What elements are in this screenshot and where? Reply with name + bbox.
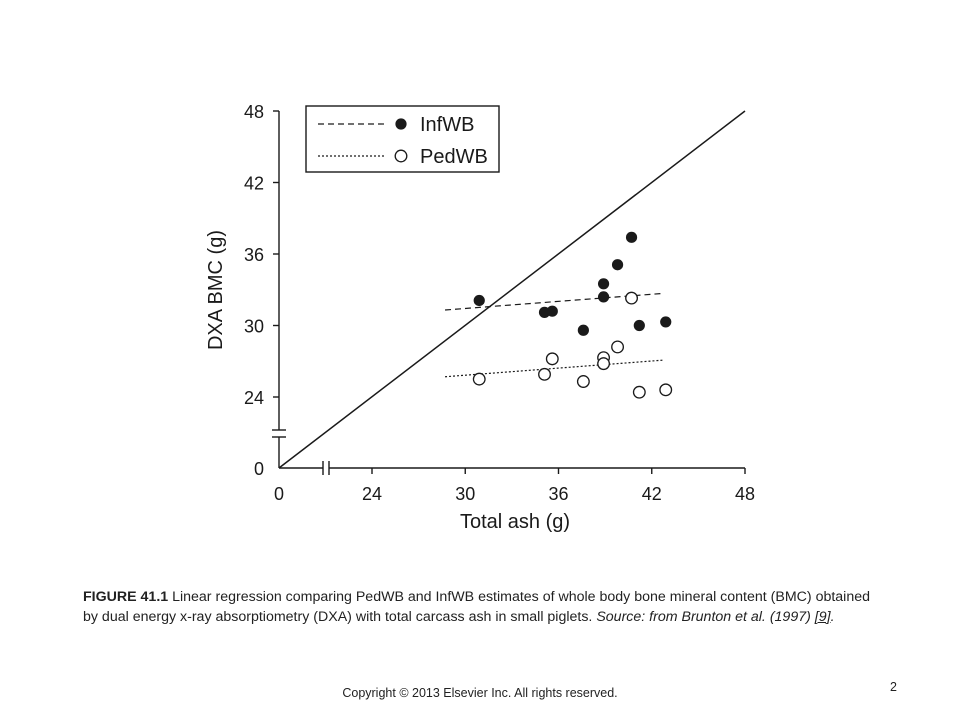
chart-ticks: 0 24 30 36 42 48 0 24 30 36 42 48 (244, 102, 755, 504)
y-axis-label: DXA BMC (g) (205, 230, 227, 350)
x-tick-label: 36 (548, 484, 568, 504)
point-pedwb (625, 291, 638, 305)
chart-legend: InfWB PedWB (305, 105, 500, 173)
chart-axes (272, 111, 745, 475)
y-tick-label: 24 (244, 388, 264, 408)
x-axis-label: Total ash (g) (460, 511, 570, 533)
point-infwb (633, 319, 645, 332)
point-pedwb (472, 372, 486, 386)
y-tick-label: 42 (244, 174, 264, 194)
point-infwb (625, 231, 638, 243)
point-pedwb (597, 357, 611, 371)
point-pedwb (659, 383, 673, 397)
identity-line (278, 110, 746, 469)
legend-marker-infwb (395, 118, 407, 130)
point-infwb (597, 278, 610, 290)
caption-source: Source: from Brunton et al. (1997) (596, 608, 815, 625)
point-pedwb (545, 352, 559, 366)
x-tick-label: 0 (274, 484, 284, 504)
point-infwb (577, 324, 589, 336)
x-tick-label: 48 (735, 484, 755, 504)
caption-label: FIGURE 41.1 (83, 589, 169, 605)
point-pedwb (538, 367, 551, 381)
chart-points (472, 231, 673, 399)
point-infwb (546, 305, 558, 317)
point-infwb (611, 259, 624, 271)
figure-caption: FIGURE 41.1 Linear regression comparing … (83, 588, 883, 627)
y-tick-label: 30 (244, 317, 264, 337)
caption-text: Linear regression comparing PedWB and In… (83, 589, 871, 625)
y-tick-label: 0 (254, 459, 264, 479)
y-tick-label: 36 (244, 245, 264, 265)
legend-label-infwb: InfWB (420, 114, 474, 136)
copyright-notice: Copyright © 2013 Elsevier Inc. All right… (342, 686, 618, 700)
point-pedwb (611, 340, 625, 354)
x-tick-label: 42 (642, 484, 662, 504)
point-infwb (473, 294, 485, 307)
caption-reference-link[interactable]: [9] (814, 608, 831, 625)
point-pedwb (632, 385, 646, 399)
point-infwb (660, 316, 672, 328)
legend-label-pedwb: PedWB (420, 146, 488, 168)
x-tick-label: 30 (455, 484, 475, 504)
caption-end: . (830, 608, 835, 625)
point-pedwb (576, 375, 590, 388)
point-infwb (597, 291, 610, 303)
scatter-chart: 0 24 30 36 42 48 0 24 30 36 42 48 InfWB PedWB Total … (205, 102, 755, 533)
y-tick-label: 48 (244, 102, 264, 122)
legend-marker-pedwb (394, 149, 408, 163)
page-number: 2 (890, 680, 897, 694)
x-tick-label: 24 (362, 484, 382, 504)
